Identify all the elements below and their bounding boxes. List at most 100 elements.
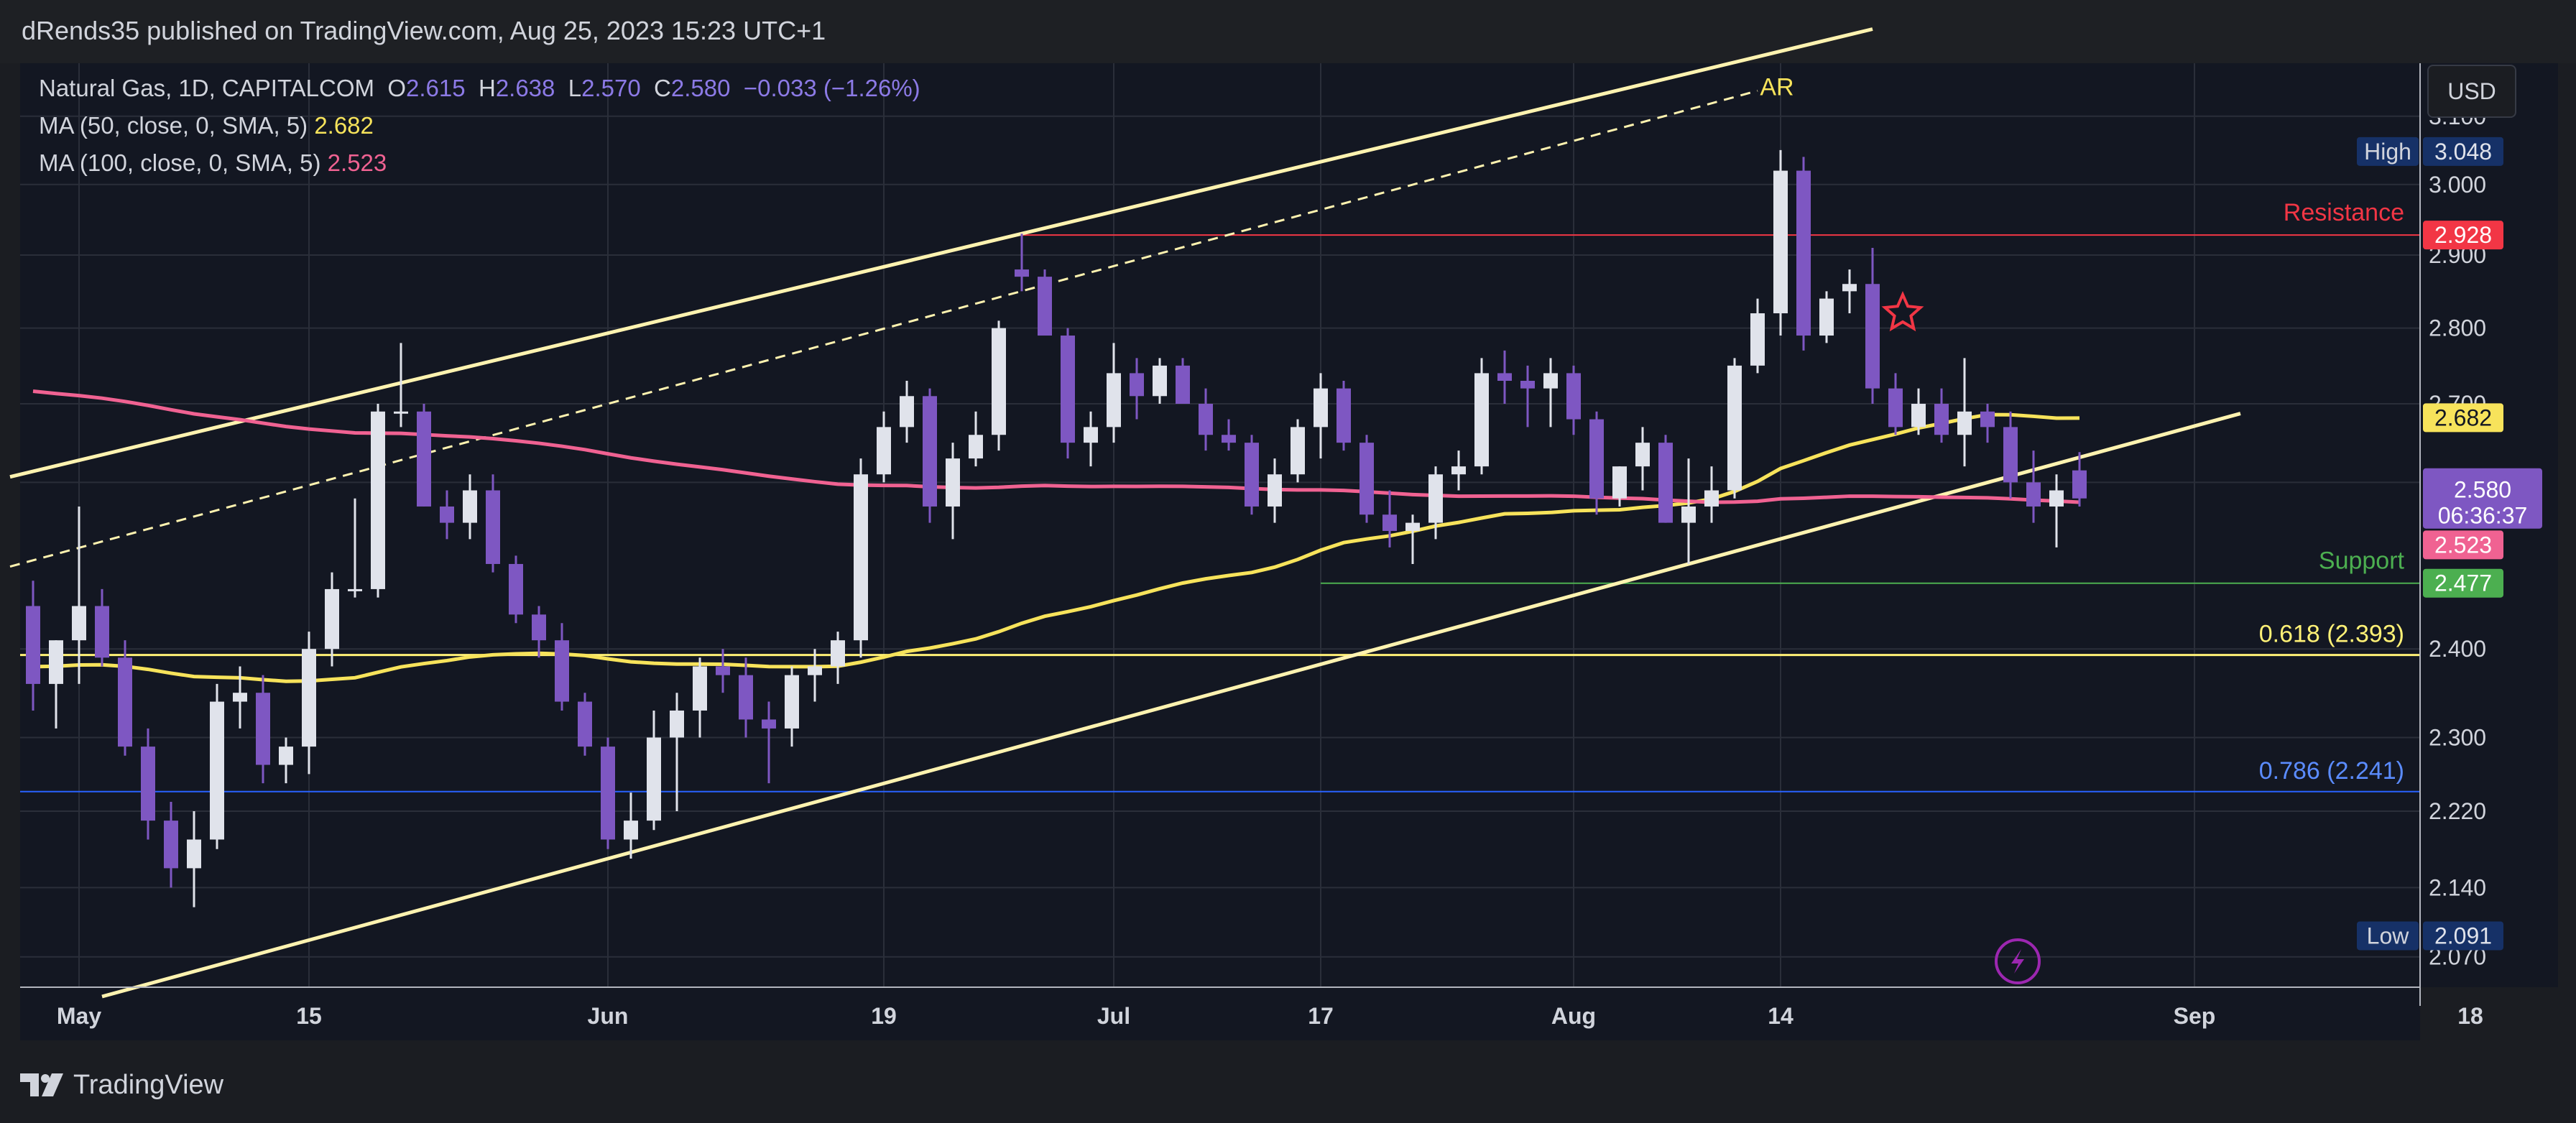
candle-body (647, 737, 661, 821)
candle-body (1153, 365, 1167, 397)
candle-body (1658, 443, 1673, 523)
low-tag-box (2357, 921, 2419, 951)
candle-body (164, 821, 178, 869)
candle-body (1474, 373, 1489, 467)
legend-symbol-line: Natural Gas, 1D, CAPITALCOM O2.615 H2.63… (39, 75, 920, 102)
candle-body (1061, 336, 1075, 443)
candle-body (1130, 373, 1144, 397)
high-price-value: 3.048 (2434, 139, 2492, 165)
candle-body (808, 666, 822, 675)
price-tick-label: 2.140 (2429, 874, 2486, 900)
ma50-price-box (2423, 403, 2503, 433)
candle-body (1888, 388, 1903, 428)
candle-body (601, 747, 615, 840)
legend-ma50-value: 2.682 (314, 112, 374, 139)
candle-body (187, 839, 201, 869)
candle-layer[interactable] (26, 149, 2087, 907)
candle-body (1245, 443, 1259, 507)
candle-body (2003, 427, 2018, 483)
candle-body (2072, 470, 2087, 499)
legend-ma100-line[interactable]: MA (100, close, 0, SMA, 5) 2.523 (39, 149, 387, 177)
legend-open-value: 2.615 (406, 75, 466, 101)
support-price-value: 2.477 (2434, 570, 2492, 596)
price-tick-label: 3.000 (2429, 172, 2486, 198)
candle-body (49, 640, 63, 684)
candle-body (969, 435, 983, 459)
candle-body (1291, 427, 1305, 475)
legend-ma50-line[interactable]: MA (50, close, 0, SMA, 5) 2.682 (39, 112, 374, 139)
candle-body (1222, 435, 1236, 443)
legend-ma100-value: 2.523 (327, 149, 387, 176)
countdown-value: 06:36:37 (2438, 503, 2528, 529)
candle-body (785, 675, 799, 729)
candle-body (1750, 313, 1765, 366)
price-tick-label: 2.220 (2429, 798, 2486, 824)
time-tick-label: Jun (588, 1003, 629, 1029)
candle-body (693, 666, 707, 711)
flash-icon (1995, 938, 2041, 984)
candle-body (394, 411, 408, 414)
candle-body (1337, 388, 1351, 443)
candle-body (670, 710, 684, 738)
candle-body (1451, 466, 1466, 475)
candle-body (946, 458, 960, 507)
legend-low-label: L (568, 75, 582, 101)
candle-body (1612, 466, 1627, 499)
candle-body (325, 588, 339, 650)
candle-body (440, 506, 454, 523)
candle-body (2026, 482, 2041, 507)
price-tick-label: 2.400 (2429, 636, 2486, 662)
legend-high-value: 2.638 (495, 75, 555, 101)
candle-body (1635, 443, 1650, 467)
ar-annotation: AR (1760, 73, 1793, 101)
candle-body (992, 328, 1006, 435)
annotation-layer: AR (1760, 73, 2041, 984)
candle-body (854, 474, 868, 641)
legend-open-label: O (387, 75, 407, 101)
candle-body (486, 490, 500, 564)
ma50-price-value: 2.682 (2434, 405, 2492, 430)
candle-body (371, 411, 385, 589)
time-tick-label: 17 (1308, 1003, 1334, 1029)
candle-body (1176, 365, 1190, 405)
candle-body (739, 675, 753, 720)
candle-body (1566, 373, 1581, 420)
last-price-box (2423, 468, 2542, 529)
candle-body (141, 747, 155, 821)
last-price-value: 2.580 (2454, 477, 2511, 503)
candle-body (1704, 490, 1719, 507)
header-bar: dRends35 published on TradingView.com, A… (0, 0, 2576, 63)
support-price-box (2423, 568, 2503, 598)
candle-body (1865, 284, 1880, 389)
candle-body (1038, 277, 1052, 336)
candle-body (532, 614, 546, 641)
candle-body (1428, 474, 1443, 523)
tradingview-logo[interactable]: TradingView (20, 1067, 223, 1103)
low-tag: Low (2367, 923, 2410, 948)
candle-body (624, 821, 638, 840)
resistance-price-value: 2.928 (2434, 222, 2492, 248)
ma100-price-value: 2.523 (2434, 532, 2492, 558)
time-tick-label: 14 (1768, 1003, 1793, 1029)
time-tick-label: Jul (1097, 1003, 1130, 1029)
candle-body (463, 490, 477, 523)
time-tick-label: 19 (871, 1003, 897, 1029)
star-icon (1881, 290, 1924, 332)
candle-body (1980, 411, 1995, 428)
time-tick-label: 15 (296, 1003, 322, 1029)
low-price-value: 2.091 (2434, 923, 2492, 948)
publisher-line: dRends35 published on TradingView.com, A… (22, 16, 826, 45)
legend-ma50-label: MA (50, close, 0, SMA, 5) (39, 112, 308, 139)
fib-0786-label: 0.786 (2.241) (2259, 757, 2404, 785)
support-label: Support (2319, 547, 2405, 575)
legend-low-value: 2.570 (581, 75, 641, 101)
candle-body (1382, 514, 1397, 531)
candle-body (2049, 490, 2064, 507)
candle-body (1957, 411, 1972, 435)
candle-body (1497, 373, 1512, 381)
candle-body (509, 563, 523, 615)
currency-button[interactable]: USD (2427, 65, 2516, 118)
candle-body (118, 657, 132, 747)
high-tag-box (2357, 137, 2419, 166)
